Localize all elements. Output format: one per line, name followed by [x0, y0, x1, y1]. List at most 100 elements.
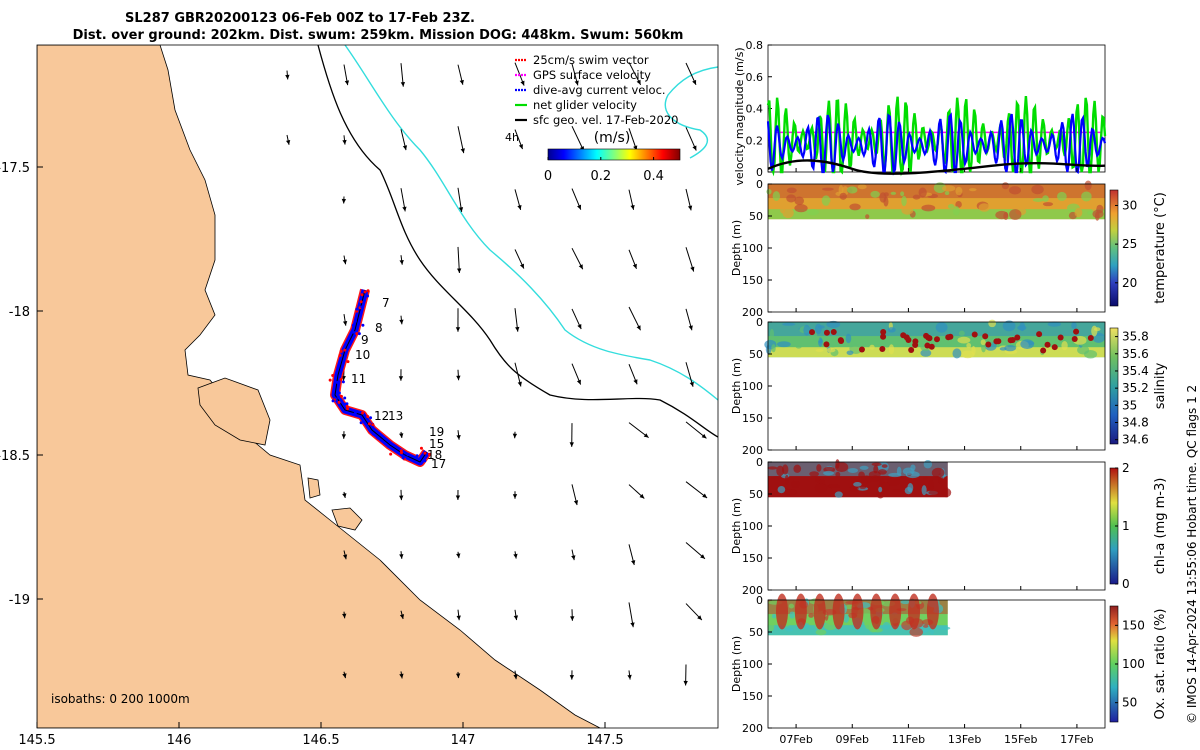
geostrophic-velocity-arrows	[285, 62, 708, 686]
track-point	[337, 391, 341, 395]
velocity-arrow	[399, 671, 404, 679]
data-patch	[835, 471, 841, 478]
oxygen-maximum	[813, 593, 826, 630]
velocity-arrow	[285, 134, 291, 145]
arrow-head	[512, 494, 518, 499]
data-patch	[784, 489, 797, 495]
arrow-head	[399, 614, 405, 619]
track-point	[376, 436, 380, 440]
x-tick-label: 146	[167, 733, 192, 748]
arrow-head	[632, 263, 637, 269]
velocity-arrow	[628, 249, 637, 269]
data-patch	[803, 324, 811, 336]
data-patch	[1047, 321, 1062, 327]
heatmap-panel: 0 50 100 150 200 Depth (m) 50 100 150 Ox. sat. ra…	[730, 593, 1168, 735]
y-tick-label: 0	[756, 456, 763, 469]
salinity-patch	[1040, 347, 1047, 354]
data-patch	[865, 214, 870, 220]
data-patch	[952, 206, 960, 216]
track-point	[339, 377, 343, 381]
x-tick-label: 146.5	[302, 733, 339, 748]
arrow-head	[692, 145, 697, 151]
velocity-arrow	[628, 62, 642, 86]
arrow-head	[643, 433, 649, 438]
y-tick-label: 200	[742, 306, 763, 319]
data-patch	[815, 348, 824, 352]
track-point	[338, 353, 342, 357]
data-patch	[966, 342, 972, 349]
data-patch	[935, 322, 948, 333]
colorbar-tick-label: 35	[1122, 398, 1137, 412]
velocity-arrow	[455, 671, 461, 679]
data-patch	[999, 347, 1007, 351]
colorbar-label: salinity	[1153, 362, 1168, 409]
arrow-head	[400, 81, 406, 87]
data-patch	[960, 350, 975, 359]
velocity-arrow	[685, 247, 695, 272]
data-patch	[869, 344, 875, 350]
track-point	[351, 330, 355, 334]
data-patch	[795, 344, 802, 349]
velocity-arrow	[342, 491, 347, 499]
data-patch	[876, 490, 885, 499]
velocity-arrow	[513, 609, 519, 621]
data-patch	[1017, 325, 1027, 331]
data-patch	[909, 627, 924, 637]
track-point	[415, 454, 419, 458]
data-patch	[767, 466, 778, 470]
arrow-head	[456, 268, 462, 273]
data-patch	[902, 467, 915, 475]
data-patch	[853, 482, 862, 487]
data-patch	[922, 624, 929, 628]
track-line	[334, 289, 428, 463]
velocity-arrow	[399, 610, 405, 620]
salinity-patch	[982, 333, 989, 340]
colorbar	[1109, 189, 1119, 307]
arrow-head	[513, 615, 519, 621]
data-patch	[826, 320, 841, 329]
y-tick-label: 100	[742, 658, 763, 671]
y-axis-label: Depth (m)	[730, 358, 743, 414]
salinity-patch	[923, 332, 930, 339]
arrow-head	[570, 616, 575, 621]
map-axis-ticks: 145.5 146 146.5 147 147.5 -17.5 -18 -18.5 -19	[0, 161, 624, 748]
track-point	[339, 349, 343, 353]
velocity-arrow	[398, 369, 404, 381]
data-patch	[816, 464, 822, 472]
velocity-arrow	[513, 551, 518, 559]
y-tick-label: -18	[9, 305, 30, 320]
arrow-head	[700, 554, 705, 559]
y-tick-label: 50	[749, 348, 763, 361]
velocity-arrow	[514, 189, 522, 210]
salinity-patch	[879, 346, 886, 353]
track-point	[353, 411, 357, 415]
track-point	[401, 456, 405, 460]
colorbar-tick-label: 0.4	[643, 169, 664, 184]
arrow-head	[342, 259, 347, 265]
data-patch	[1081, 191, 1092, 202]
track-point	[371, 432, 375, 436]
colorbar-label: (m/s)	[594, 130, 631, 146]
colorbar-tick-label: 0	[544, 169, 552, 184]
data-patch	[882, 622, 891, 630]
arrow-head	[342, 554, 348, 560]
arrow-head	[342, 139, 347, 145]
track-point	[339, 398, 343, 402]
y-tick-label: 200	[742, 722, 763, 735]
data-patch	[944, 191, 950, 196]
data-patch	[859, 465, 869, 470]
arrow-head	[455, 495, 461, 500]
data-patch	[1087, 210, 1092, 215]
arrow-head	[631, 560, 636, 565]
x-tick-label: 15Feb	[1004, 733, 1037, 746]
velocity-arrow	[512, 491, 518, 499]
colorbar-tick-label: 34.6	[1122, 433, 1149, 447]
oxygen-maximum	[889, 593, 902, 630]
data-patch	[860, 475, 873, 484]
colorbar-tick-label: 150	[1122, 618, 1145, 632]
title-line-1: SL287 GBR20200123 06-Feb 00Z to 17-Feb 2…	[125, 11, 475, 26]
data-patch	[1093, 327, 1101, 332]
velocity-arrow	[456, 246, 462, 274]
track-point	[366, 294, 370, 298]
